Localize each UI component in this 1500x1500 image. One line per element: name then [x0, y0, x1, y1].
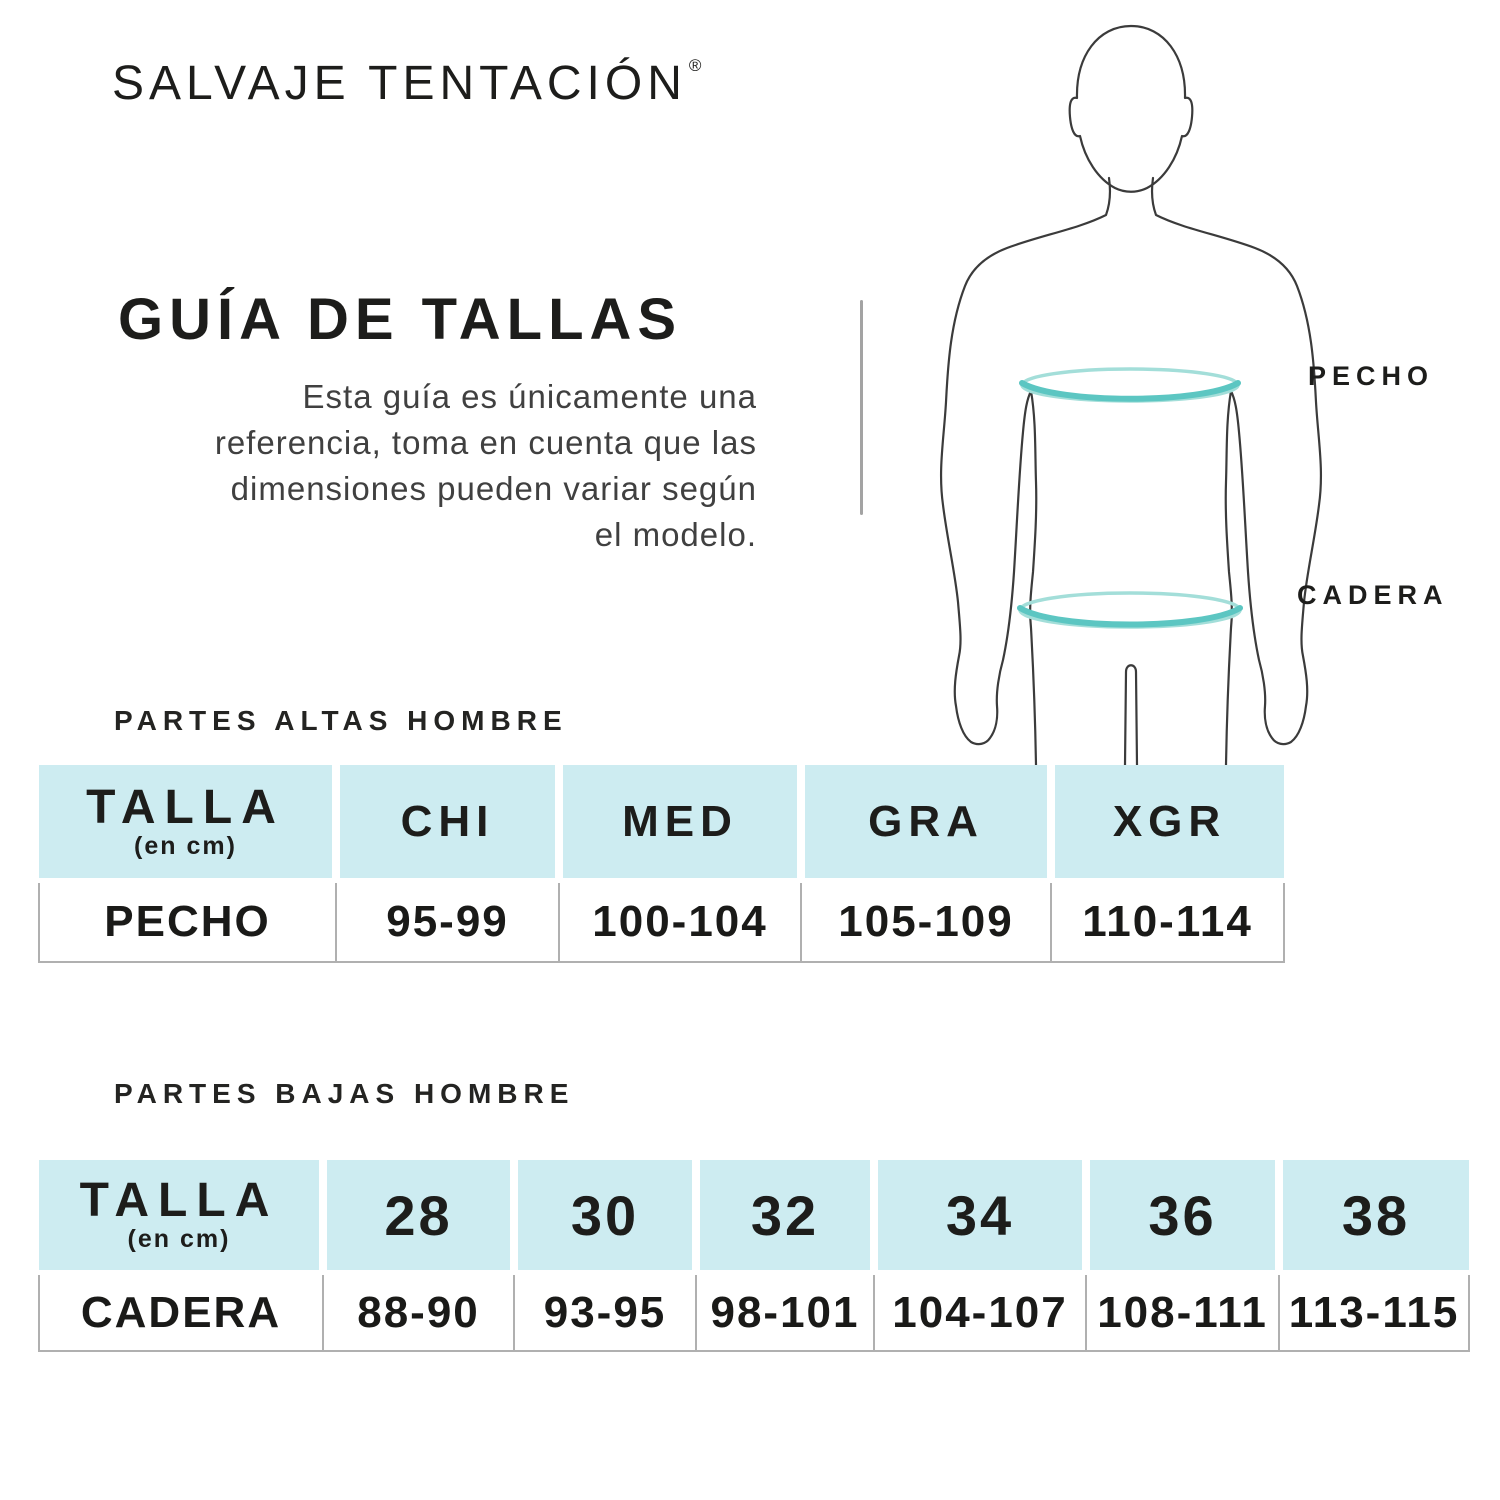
value-cell: 100-104	[558, 879, 802, 963]
size-label: TALLA	[86, 780, 285, 834]
bottoms-header-row: TALLA (en cm) 28 30 32 34 36 38	[39, 1160, 1469, 1275]
male-body-figure	[939, 24, 1323, 765]
tops-size-table: TALLA (en cm) CHI MED GRA XGR PECHO 95-9…	[38, 765, 1285, 963]
size-header-cell: TALLA (en cm)	[39, 1160, 323, 1275]
body-right-outline	[1150, 176, 1323, 765]
column-header-28: 28	[319, 1160, 514, 1275]
value-cell: 108-111	[1085, 1271, 1280, 1352]
size-label: TALLA	[79, 1174, 279, 1228]
tops-header-row: TALLA (en cm) CHI MED GRA XGR	[39, 765, 1284, 883]
value-cell: 105-109	[800, 879, 1052, 963]
column-header-34: 34	[870, 1160, 1086, 1275]
value-cell: 98-101	[695, 1271, 875, 1352]
body-left-outline	[939, 176, 1112, 765]
column-header-chi: CHI	[332, 765, 559, 883]
value-cell: 93-95	[513, 1271, 697, 1352]
size-unit: (en cm)	[134, 831, 237, 860]
chest-measure-band	[1019, 380, 1241, 402]
column-header-med: MED	[555, 765, 801, 883]
description-line: el modelo.	[594, 516, 757, 553]
page-title: GUÍA DE TALLAS	[118, 287, 683, 352]
hip-label: CADERA	[1297, 580, 1449, 610]
column-header-gra: GRA	[797, 765, 1051, 883]
row-label-pecho: PECHO	[38, 879, 337, 963]
value-cell: 95-99	[335, 879, 560, 963]
vertical-divider	[860, 300, 863, 515]
row-label-cadera: CADERA	[38, 1271, 324, 1352]
registered-trademark-icon: ®	[688, 56, 702, 75]
size-header-cell: TALLA (en cm)	[39, 765, 336, 883]
table-row: PECHO 95-99 100-104 105-109 110-114	[38, 879, 1285, 963]
value-cell: 113-115	[1278, 1271, 1470, 1352]
brand-name: SALVAJE TENTACIÓN	[112, 57, 687, 110]
column-header-30: 30	[510, 1160, 696, 1275]
size-unit: (en cm)	[127, 1225, 231, 1254]
description-line: referencia, toma en cuenta que las	[214, 424, 757, 461]
bottoms-size-table: TALLA (en cm) 28 30 32 34 36 38 CADERA 8…	[38, 1160, 1470, 1352]
column-header-xgr: XGR	[1047, 765, 1284, 883]
head-outline	[1068, 24, 1194, 193]
guide-description: Esta guía es únicamente una referencia, …	[80, 374, 757, 558]
table-row: CADERA 88-90 93-95 98-101 104-107 108-11…	[38, 1271, 1470, 1352]
chest-label: PECHO	[1308, 361, 1435, 391]
column-header-38: 38	[1275, 1160, 1469, 1275]
value-cell: 110-114	[1050, 879, 1285, 963]
value-cell: 88-90	[322, 1271, 515, 1352]
column-header-36: 36	[1082, 1160, 1279, 1275]
brand-logo: SALVAJE TENTACIÓN ®	[112, 56, 701, 111]
tops-section-title: PARTES ALTAS HOMBRE	[114, 705, 568, 736]
bottoms-section-title: PARTES BAJAS HOMBRE	[114, 1078, 575, 1109]
description-line: dimensiones pueden variar según	[230, 470, 757, 507]
value-cell: 104-107	[873, 1271, 1087, 1352]
hip-measure-band	[1017, 605, 1243, 628]
inner-leg-outline	[1123, 664, 1139, 765]
description-line: Esta guía es únicamente una	[302, 378, 757, 415]
column-header-32: 32	[692, 1160, 874, 1275]
